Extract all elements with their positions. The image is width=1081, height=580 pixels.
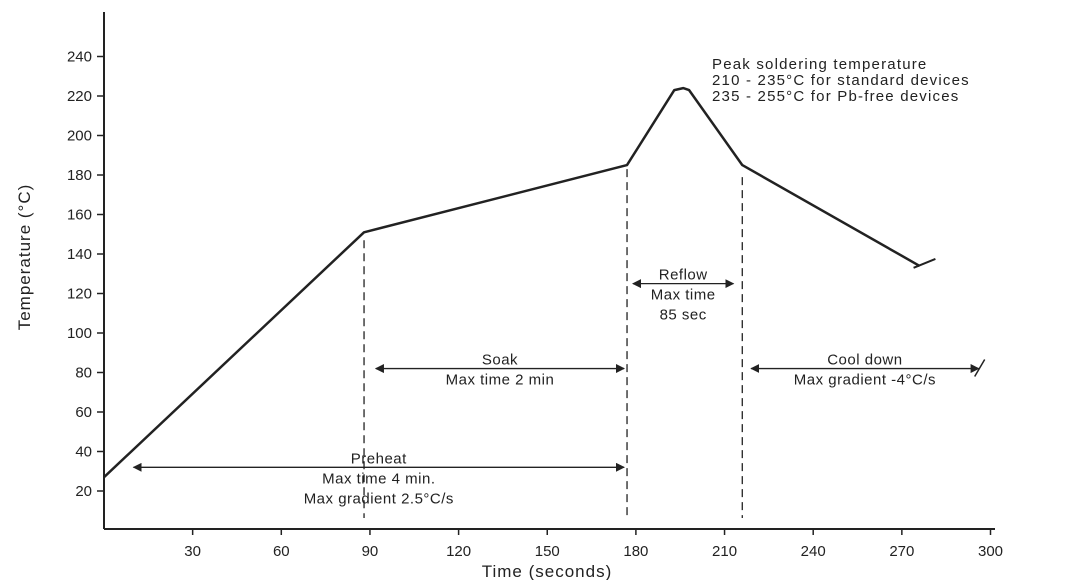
x-tick-label: 150 bbox=[535, 543, 560, 560]
x-tick-label: 270 bbox=[889, 543, 914, 560]
y-tick-label: 140 bbox=[67, 246, 92, 263]
y-tick-label: 180 bbox=[67, 167, 92, 184]
phase-reflow: Reflow Max time 85 sec bbox=[632, 267, 735, 324]
y-ticks: 20 40 60 80 100 120 140 160 180 200 220 240 bbox=[67, 49, 104, 500]
x-ticks: 30 60 90 120 150 180 210 240 270 300 bbox=[184, 529, 1003, 560]
phase-preheat: Preheat Max time 4 min. Max gradient 2.5°C… bbox=[132, 450, 625, 507]
peak-note-line-1: Peak soldering temperature bbox=[712, 56, 927, 73]
x-tick-label: 240 bbox=[801, 543, 826, 560]
x-tick-label: 210 bbox=[712, 543, 737, 560]
x-tick-label: 90 bbox=[362, 543, 379, 560]
y-tick-label: 120 bbox=[67, 286, 92, 303]
y-tick-label: 20 bbox=[75, 483, 92, 500]
y-axis-title: Temperature (°C) bbox=[15, 184, 34, 331]
cool-down-tail-mark bbox=[974, 359, 986, 377]
phase-label: Preheat bbox=[351, 450, 407, 467]
phase-label: Soak bbox=[482, 352, 518, 369]
y-tick-label: 60 bbox=[75, 404, 92, 421]
phase-label: Max time 4 min. bbox=[322, 470, 435, 487]
x-tick-label: 30 bbox=[184, 543, 201, 560]
y-tick-label: 40 bbox=[75, 444, 92, 461]
phase-boundaries bbox=[363, 169, 743, 518]
x-tick-label: 300 bbox=[978, 543, 1003, 560]
x-tick-label: 120 bbox=[446, 543, 471, 560]
y-tick-label: 200 bbox=[67, 128, 92, 145]
y-tick-label: 160 bbox=[67, 207, 92, 224]
phase-label: 85 sec bbox=[660, 307, 707, 324]
peak-note: Peak soldering temperature 210 - 235°C f… bbox=[712, 56, 970, 105]
y-tick-label: 80 bbox=[75, 365, 92, 382]
axes bbox=[103, 12, 995, 530]
temperature-profile-line bbox=[103, 86, 921, 479]
profile-tail-mark bbox=[913, 257, 936, 269]
y-tick-label: 220 bbox=[67, 88, 92, 105]
x-tick-label: 180 bbox=[623, 543, 648, 560]
y-tick-label: 100 bbox=[67, 325, 92, 342]
x-axis-title: Time (seconds) bbox=[482, 562, 613, 580]
y-tick-label: 240 bbox=[67, 49, 92, 66]
phase-label: Cool down bbox=[827, 352, 902, 369]
phase-label: Max gradient 2.5°C/s bbox=[304, 490, 454, 507]
phase-label: Reflow bbox=[659, 267, 708, 284]
x-tick-label: 60 bbox=[273, 543, 290, 560]
phase-label: Max gradient -4°C/s bbox=[794, 372, 936, 389]
phase-soak: Soak Max time 2 min bbox=[374, 352, 625, 389]
profile-series bbox=[103, 86, 936, 479]
phase-label: Max time 2 min bbox=[446, 372, 555, 389]
peak-note-line-3: 235 - 255°C for Pb-free devices bbox=[712, 88, 959, 105]
phase-label: Max time bbox=[651, 287, 716, 304]
phase-annotations: Preheat Max time 4 min. Max gradient 2.5°C… bbox=[132, 267, 986, 507]
peak-note-line-2: 210 - 235°C for standard devices bbox=[712, 72, 970, 89]
phase-cool-down: Cool down Max gradient -4°C/s bbox=[750, 352, 986, 389]
